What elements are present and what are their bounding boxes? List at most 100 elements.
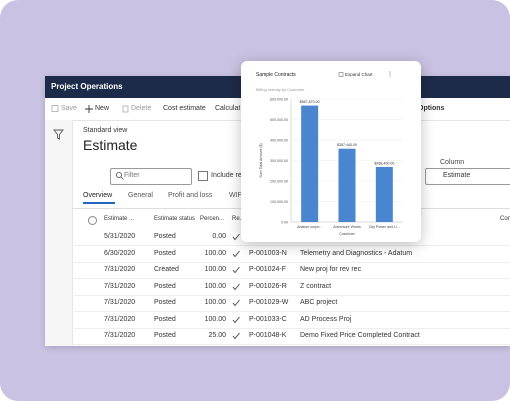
check-icon (232, 250, 240, 257)
value-label: $357,440.00 (337, 143, 357, 147)
tab[interactable]: Profit and loss (168, 192, 213, 199)
check-icon (232, 266, 240, 274)
check-icon (232, 316, 240, 323)
table-cell: P-001033-C (249, 315, 287, 323)
chart-title: Sample Contracts (256, 72, 296, 78)
bar (338, 148, 356, 222)
table-cell: 0.00 (212, 233, 226, 240)
checkbox[interactable] (198, 171, 208, 181)
y-tick-label: 200,000.00 (270, 179, 288, 183)
chart-subtitle: Billing overlay by Customer (256, 87, 305, 92)
expand-icon[interactable] (338, 72, 344, 77)
table-cell: 100.00 (204, 282, 226, 290)
table-cell: 100.00 (204, 266, 226, 273)
table-cell: 25.00 (208, 332, 226, 339)
table-cell: 100.00 (204, 315, 226, 323)
filter-icon[interactable] (45, 120, 72, 150)
expand-button[interactable]: Expand Chart (345, 72, 373, 77)
check-icon (232, 283, 240, 290)
x-axis-label: Customer (339, 232, 355, 236)
table-cell: 7/31/2020 (104, 266, 136, 273)
page-heading: Estimate (83, 137, 138, 153)
table-cell: 7/31/2020 (104, 299, 136, 306)
bar (375, 166, 393, 222)
y-tick-label: 100,000.00 (270, 200, 288, 204)
tab[interactable]: General (128, 192, 153, 199)
table-cell: AD Process Proj (300, 315, 352, 323)
app-title: Project Operations (51, 82, 123, 91)
row-divider (72, 278, 510, 279)
y-axis-label: Sum Total Amount ($) (259, 143, 263, 178)
table-cell: 7/31/2020 (104, 332, 136, 339)
table-cell: 7/31/2020 (104, 282, 136, 290)
table-cell: 100.00 (204, 299, 226, 306)
check-icon (232, 233, 240, 241)
table-cell: Posted (154, 282, 176, 290)
table-cell: 100.00 (204, 249, 226, 257)
column-header[interactable]: Re... (232, 216, 245, 222)
column-header[interactable]: Con (500, 216, 510, 222)
table-cell: Telemetry and Diagnostics - Adatum (300, 249, 413, 257)
checkbox-label: Include re (211, 172, 242, 179)
tab-underline (83, 202, 115, 204)
table-cell: ABC project (300, 299, 338, 306)
select-all[interactable] (88, 216, 97, 225)
column-header[interactable]: Estimate ... (104, 216, 135, 222)
filter-box[interactable] (110, 168, 192, 185)
value-label: $268,400.00 (374, 161, 394, 165)
table-cell: 6/30/2020 (104, 249, 136, 257)
tab[interactable]: WIP (229, 192, 243, 199)
table-cell: Posted (154, 233, 176, 240)
row-divider (72, 344, 510, 345)
table-cell: Posted (154, 315, 176, 323)
toolbar-button[interactable]: Save (61, 105, 77, 112)
table-cell: Posted (154, 332, 176, 339)
column-header[interactable]: Percen... (200, 216, 225, 222)
toolbar-button[interactable]: Cost estimate (163, 105, 206, 112)
column-dropdown[interactable] (425, 168, 510, 185)
y-tick-label: 0.00 (281, 220, 288, 224)
chart: Sample Contracts Expand Chart Billing over… (256, 71, 403, 236)
filter-placeholder: Filter (124, 172, 140, 179)
column-header[interactable]: Estimate status (154, 216, 196, 222)
y-tick-label: 600,000.00 (270, 97, 288, 101)
column-label: Column (440, 159, 465, 166)
y-tick-label: 400,000.00 (270, 138, 288, 142)
view-name[interactable]: Standard view (83, 127, 128, 134)
table-cell: 5/31/2020 (104, 233, 136, 240)
toolbar-button[interactable]: Options (418, 105, 445, 112)
table-cell: Posted (154, 299, 176, 306)
toolbar-button[interactable]: Calculat (215, 105, 241, 112)
row-divider (72, 311, 510, 312)
table-cell: P-001029-W (249, 299, 289, 306)
table-cell: Created (154, 266, 179, 273)
table-cell: 7/31/2020 (104, 315, 136, 323)
table-cell: Posted (154, 249, 176, 257)
row-divider (72, 245, 510, 246)
toolbar-button[interactable]: New (95, 105, 110, 112)
table-cell: Z contract (300, 282, 332, 290)
column-value: Estimate (443, 172, 471, 179)
row-divider (72, 327, 510, 329)
check-icon (232, 332, 240, 340)
x-tick-label: Adatum corpo... (297, 225, 322, 229)
x-tick-label: Adventure Works (333, 225, 361, 229)
toolbar-icons (51, 105, 129, 113)
value-label: $567,870.00 (300, 100, 320, 104)
row-divider (72, 294, 510, 296)
toolbar-button[interactable]: Delete (131, 105, 152, 112)
check-icon (232, 299, 240, 307)
more-dot[interactable] (389, 73, 391, 75)
chart-card: Sample Contracts Expand Chart Billing over… (241, 61, 421, 242)
side-nav (45, 120, 73, 346)
tab[interactable]: Overview (83, 192, 113, 199)
table-cell: P-001003-N (249, 249, 287, 257)
more-dot[interactable] (389, 75, 391, 77)
table-cell: New proj for rev rec (300, 266, 362, 273)
x-tick-label: City Power and Li... (369, 225, 400, 229)
row-divider (72, 261, 510, 263)
bar (301, 105, 319, 222)
more-dot[interactable] (389, 71, 391, 73)
table-cell: P-001026-R (249, 282, 287, 290)
